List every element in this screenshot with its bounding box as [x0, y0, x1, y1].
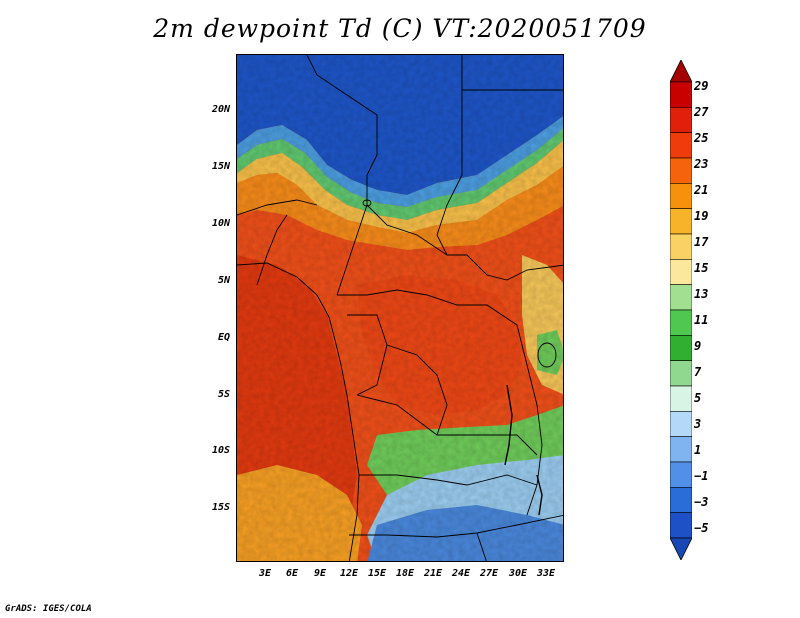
border-niger-nigeria: [237, 199, 318, 216]
dewpoint-map: [236, 54, 564, 562]
colorbar-segment: [670, 487, 692, 513]
border-car-north: [366, 204, 448, 256]
border-benin: [256, 214, 288, 286]
colorbar-label: 21: [694, 183, 709, 197]
colorbar-label: 19: [694, 209, 709, 223]
colorbar-label: 27: [694, 105, 709, 119]
grads-credit: GrADS: IGES/COLA: [5, 604, 92, 614]
colorbar-segment: [670, 385, 692, 412]
lat-label-15s: 15S: [211, 502, 230, 513]
lat-label-20n: 20N: [211, 104, 230, 115]
lon-label-6e: 6E: [285, 568, 299, 579]
coastline-west-africa: [237, 262, 330, 318]
colorbar-segment: [670, 335, 692, 361]
border-car-south: [337, 289, 518, 326]
colorbar-label: 5: [694, 391, 702, 405]
lat-label-10s: 10S: [211, 445, 230, 456]
lake-victoria: [537, 342, 557, 368]
colorbar-label: 11: [694, 313, 709, 327]
colorbar-label: 1: [694, 443, 702, 457]
border-congo-drc: [386, 344, 448, 436]
colorbar-top-arrow: [670, 60, 692, 83]
border-drc-east: [516, 324, 543, 516]
colorbar-segment: [670, 208, 692, 235]
lon-label-27e: 27E: [479, 568, 499, 579]
colorbar-label: 29: [694, 79, 709, 93]
lat-label-5s: 5S: [217, 389, 230, 400]
colorbar-segment: [670, 411, 692, 437]
colorbar-segment: [670, 461, 692, 488]
colorbar-segment: [670, 81, 692, 108]
colorbar-label: −1: [694, 469, 709, 483]
lon-label-3e: 3E: [258, 568, 272, 579]
border-angola-north: [359, 474, 538, 486]
colorbar-label: 23: [694, 157, 709, 171]
coastline-central-africa: [328, 316, 360, 561]
colorbar-segment: [670, 233, 692, 260]
colorbar: [670, 60, 692, 560]
colorbar-label: 17: [694, 235, 709, 249]
border-zambia-botswana: [476, 532, 487, 561]
border-chad-sudan: [436, 90, 467, 256]
lon-label-33e: 33E: [536, 568, 556, 579]
map-title: 2m dewpoint Td (C) VT:2020051709: [153, 14, 647, 43]
colorbar-segment: [670, 107, 692, 133]
colorbar-segment: [670, 360, 692, 387]
lat-label-5n: 5N: [217, 275, 230, 286]
lat-label-eq: EQ: [217, 332, 230, 343]
colorbar-label: 7: [694, 365, 702, 379]
border-south-sudan: [466, 254, 563, 281]
border-angola-namibia: [349, 514, 563, 538]
colorbar-segment: [670, 157, 692, 184]
colorbar-segment: [670, 284, 692, 311]
lon-label-9e: 9E: [313, 568, 327, 579]
lat-label-10n: 10N: [211, 218, 230, 229]
lake-tanganyika: [504, 384, 513, 466]
lon-label-21e: 21E: [423, 568, 443, 579]
colorbar-bottom-arrow: [670, 537, 692, 560]
colorbar-segment: [670, 183, 692, 209]
colorbar-segment: [670, 309, 692, 336]
colorbar-label: 15: [694, 261, 709, 275]
border-chad-cameroon: [336, 204, 368, 296]
colorbar-label: 25: [694, 131, 709, 145]
colorbar-label: 9: [694, 339, 702, 353]
lon-label-15e: 15E: [367, 568, 387, 579]
colorbar-label: 3: [694, 417, 702, 431]
lat-label-15n: 15N: [211, 161, 230, 172]
border-libya-chad: [306, 55, 378, 205]
lon-label-18e: 18E: [395, 568, 415, 579]
colorbar-segment: [670, 259, 692, 285]
lake-chad: [362, 199, 372, 207]
lon-label-12e: 12E: [339, 568, 359, 579]
lon-label-30e: 30E: [508, 568, 528, 579]
colorbar-segment: [670, 132, 692, 159]
lake-malawi: [536, 474, 543, 516]
colorbar-label: −3: [694, 495, 709, 509]
dewpoint-map-canvas: [237, 55, 563, 561]
country-borders: [237, 55, 563, 561]
colorbar-label: −5: [694, 521, 709, 535]
colorbar-label: 13: [694, 287, 709, 301]
lon-label-24e: 24E: [451, 568, 471, 579]
colorbar-segment: [670, 436, 692, 463]
field-texture: [237, 55, 563, 561]
colorbar-segment: [670, 512, 692, 539]
border-drc-south: [356, 394, 538, 456]
